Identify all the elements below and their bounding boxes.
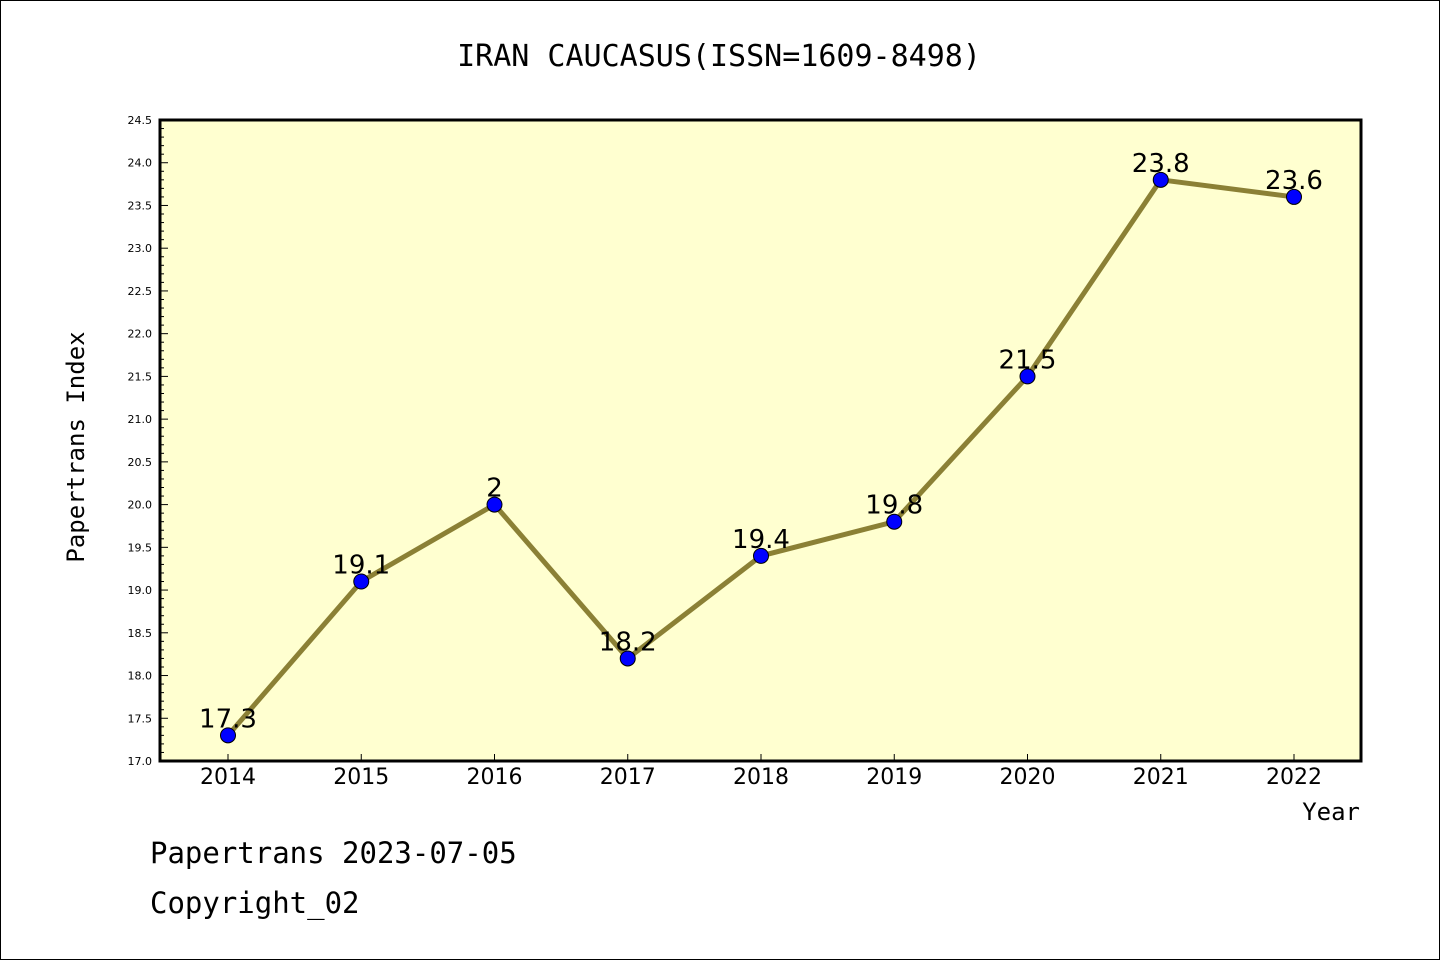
- y-tick-label: 20.0: [128, 499, 153, 512]
- footer-date: Papertrans 2023-07-05: [150, 836, 517, 870]
- data-labels: 17.3 19.1 2 18.2 19.4 19.8 21.5 23.8 23.6: [199, 149, 1323, 735]
- data-point: [1152, 171, 1169, 188]
- y-tick-label: 20.5: [128, 456, 153, 469]
- y-tick-label: 17.5: [128, 712, 153, 725]
- x-axis: 2014 2015 2016 2017 2018 2019 2020 2021 2022: [200, 754, 1322, 790]
- x-tick-label: 2021: [1133, 765, 1189, 790]
- data-point: [353, 573, 370, 590]
- data-label: 18.2: [599, 627, 657, 657]
- data-point: [1286, 188, 1302, 205]
- y-tick-label: 19.0: [128, 584, 153, 597]
- x-tick-label: 2017: [600, 765, 656, 790]
- data-point: [486, 496, 503, 513]
- y-axis-title: Papertrans Index: [62, 331, 90, 562]
- x-tick-label: 2020: [1000, 765, 1056, 790]
- data-label: 19.8: [865, 491, 923, 521]
- x-tick-label: 2018: [733, 765, 789, 790]
- data-label: 17.3: [199, 704, 257, 734]
- y-tick-label: 24.0: [128, 157, 153, 170]
- chart-title: IRAN CAUCASUS(ISSN=1609-8498): [457, 39, 981, 74]
- x-tick-label: 2014: [200, 765, 256, 790]
- y-tick-label: 23.0: [128, 242, 153, 255]
- y-axis: 17.0 17.5 18.0 18.5 19.0 19.5 20.0 20.5 21.0 21.5…: [128, 114, 168, 768]
- data-points: [220, 171, 1302, 744]
- data-label: 23.6: [1265, 166, 1323, 196]
- data-point: [1019, 368, 1036, 385]
- x-tick-label: 2022: [1266, 765, 1322, 790]
- x-axis-title: Year: [1302, 798, 1360, 826]
- y-tick-label: 21.0: [128, 413, 153, 426]
- data-point: [220, 727, 236, 744]
- x-tick-label: 2015: [333, 765, 389, 790]
- data-point: [886, 513, 903, 530]
- y-tick-label: 22.0: [128, 328, 153, 341]
- x-tick-label: 2019: [866, 765, 922, 790]
- x-tick-label: 2016: [467, 765, 523, 790]
- data-label: 2: [486, 474, 503, 504]
- y-tick-label: 21.5: [128, 370, 153, 383]
- y-tick-label: 17.0: [128, 755, 153, 768]
- data-label: 23.8: [1132, 149, 1190, 179]
- data-point: [619, 650, 636, 667]
- footer-copyright: Copyright_02: [150, 886, 360, 920]
- y-tick-label: 24.5: [128, 114, 153, 127]
- data-label: 19.1: [332, 551, 390, 581]
- y-tick-label: 19.5: [128, 541, 153, 554]
- plot-area: [158, 118, 1363, 763]
- data-label: 21.5: [999, 345, 1057, 375]
- data-point: [753, 547, 769, 564]
- y-tick-label: 23.5: [128, 199, 153, 212]
- data-label: 19.4: [732, 525, 790, 555]
- y-tick-label: 22.5: [128, 285, 153, 298]
- y-tick-label: 18.0: [128, 670, 153, 683]
- y-tick-label: 18.5: [128, 627, 153, 640]
